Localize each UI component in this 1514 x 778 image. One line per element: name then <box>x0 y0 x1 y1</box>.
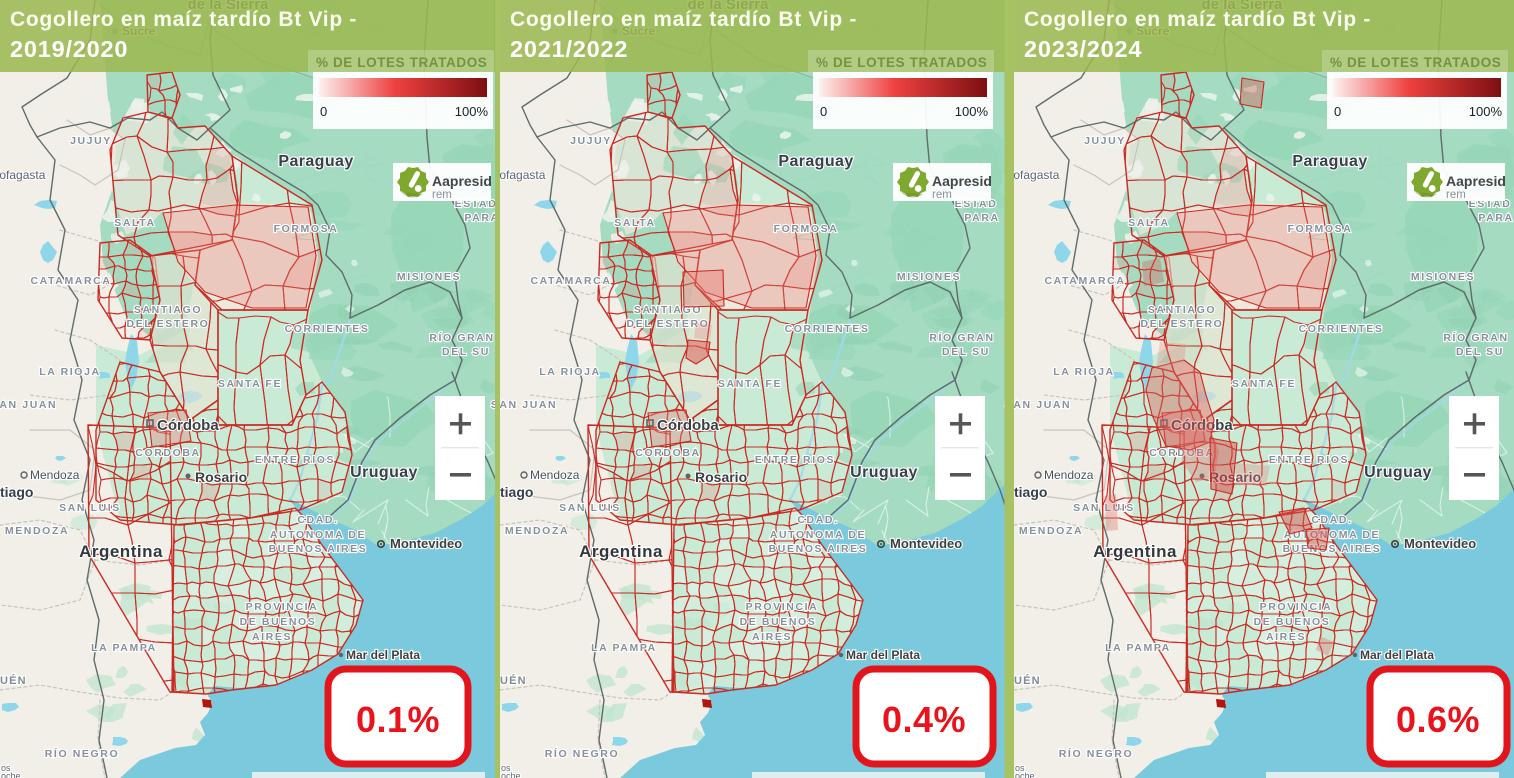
svg-text:Cogollero en maíz tardío Bt Vi: Cogollero en maíz tardío Bt Vip - <box>10 8 357 31</box>
svg-text:Aapresid: Aapresid <box>932 173 992 189</box>
svg-text:2021/2022: 2021/2022 <box>510 36 628 62</box>
svg-text:100%: 100% <box>1469 104 1503 119</box>
svg-text:rem: rem <box>432 189 452 201</box>
svg-text:100%: 100% <box>455 104 489 119</box>
svg-text:rem: rem <box>1446 189 1466 201</box>
svg-text:0.1%: 0.1% <box>356 699 440 740</box>
svg-text:0: 0 <box>820 104 827 119</box>
svg-text:0: 0 <box>320 104 327 119</box>
svg-text:0.4%: 0.4% <box>882 699 966 740</box>
svg-text:rem: rem <box>932 189 952 201</box>
svg-text:% DE LOTES TRATADOS: % DE LOTES TRATADOS <box>1330 55 1501 70</box>
svg-text:Cogollero en maíz tardío Bt Vi: Cogollero en maíz tardío Bt Vip - <box>510 8 857 31</box>
svg-text:Aapresid: Aapresid <box>1446 173 1506 189</box>
svg-text:2019/2020: 2019/2020 <box>10 36 128 62</box>
svg-text:0.6%: 0.6% <box>1396 699 1480 740</box>
svg-text:% DE LOTES TRATADOS: % DE LOTES TRATADOS <box>816 55 987 70</box>
svg-text:2023/2024: 2023/2024 <box>1024 36 1142 62</box>
svg-text:Aapresid: Aapresid <box>432 173 492 189</box>
svg-text:100%: 100% <box>955 104 989 119</box>
svg-text:% DE LOTES TRATADOS: % DE LOTES TRATADOS <box>316 55 487 70</box>
svg-text:Cogollero en maíz tardío Bt Vi: Cogollero en maíz tardío Bt Vip - <box>1024 8 1371 31</box>
svg-text:0: 0 <box>1334 104 1341 119</box>
